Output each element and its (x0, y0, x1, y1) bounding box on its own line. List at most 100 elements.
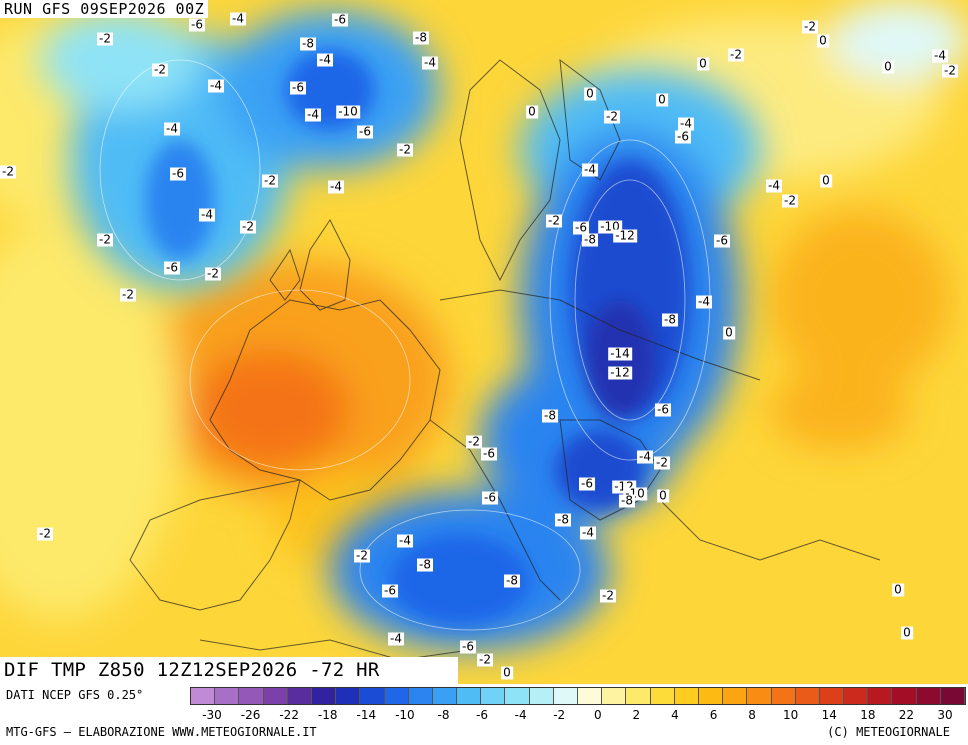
scale-tick-label: -26 (240, 708, 261, 722)
contour-label: -4 (305, 107, 321, 122)
scale-tick-label: -18 (317, 708, 338, 722)
scale-tick-label: -10 (395, 708, 415, 722)
contour-label: 0 (584, 86, 596, 101)
color-swatch (311, 688, 337, 704)
contour-label: 0 (820, 173, 832, 188)
contour-label: -8 (555, 512, 571, 527)
contour-label: -4 (328, 179, 344, 194)
color-swatch (844, 688, 869, 704)
contour-label: -4 (932, 48, 948, 63)
contour-label: -2 (0, 164, 16, 179)
color-swatch (650, 688, 675, 704)
color-swatch (819, 688, 845, 704)
color-swatch (698, 688, 724, 704)
contour-label: -2 (654, 455, 670, 470)
color-swatch (360, 688, 385, 704)
scale-tick-label: 10 (783, 708, 799, 722)
color-swatch (287, 688, 312, 704)
color-swatch (481, 688, 506, 704)
contour-label: -8 (542, 408, 558, 423)
contour-label: -4 (388, 631, 404, 646)
contour-label: -12 (608, 365, 632, 380)
contour-label: -12 (613, 228, 637, 243)
contour-label: 0 (656, 92, 668, 107)
run-title: RUN GFS 09SEP2026 00Z (0, 0, 209, 18)
color-swatch (578, 688, 603, 704)
contour-label: -4 (199, 207, 215, 222)
color-swatch (553, 688, 578, 704)
contour-label: -10 (336, 104, 360, 119)
credit-right: (C) METEOGIORNALE (827, 725, 950, 739)
scale-tick-label: 2 (632, 708, 641, 722)
scale-tick-label: -8 (437, 708, 450, 722)
contour-label: -4 (766, 178, 782, 193)
contour-label: -6 (290, 80, 306, 95)
contour-label: 0 (817, 33, 829, 48)
contour-label: -8 (582, 232, 598, 247)
contour-label: -6 (675, 129, 691, 144)
color-swatch (215, 688, 240, 704)
contour-label: -2 (120, 287, 136, 302)
contour-label: -6 (164, 260, 180, 275)
color-swatch (336, 688, 361, 704)
scale-tick-label: 4 (671, 708, 679, 722)
contour-label: -6 (332, 12, 348, 27)
contour-label: -6 (481, 446, 497, 461)
contour-label: -8 (619, 493, 635, 508)
contour-label: 0 (901, 625, 913, 640)
contour-label: -4 (317, 52, 333, 67)
scale-tick-label: 18 (860, 708, 876, 722)
contour-label: -6 (482, 490, 498, 505)
color-swatch (432, 688, 458, 704)
contour-label: -6 (579, 476, 595, 491)
contour-label: -2 (205, 266, 221, 281)
data-source: DATI NCEP GFS 0.25° (6, 688, 144, 702)
contour-label: -6 (357, 124, 373, 139)
color-swatch (674, 688, 699, 704)
contour-label: 0 (697, 56, 709, 71)
scale-tick-label: 22 (898, 708, 915, 722)
color-swatch (408, 688, 433, 704)
contour-label: -6 (170, 166, 186, 181)
contour-label: -2 (604, 109, 620, 124)
scale-tick-label: -14 (356, 708, 377, 722)
contour-label: 0 (892, 582, 904, 597)
contour-label: -2 (477, 652, 493, 667)
color-swatch (916, 688, 941, 704)
contour-label: -2 (262, 173, 278, 188)
color-scale-ticks: -30 -26 -22 -18 -14 -10 -8 -6 -4 -2 0 2 4 6 8 10 14 18 22 3… (190, 708, 966, 722)
contour-label: -4 (208, 78, 224, 93)
contour-label: -8 (504, 573, 520, 588)
contour-label: -4 (164, 121, 180, 136)
contour-label: -6 (460, 639, 476, 654)
contour-label: -8 (413, 30, 429, 45)
contour-label: 0 (526, 104, 538, 119)
scale-tick-label: 14 (821, 708, 837, 722)
contour-label: -2 (97, 31, 113, 46)
temperature-anomaly-map (0, 0, 968, 684)
color-swatch (892, 688, 917, 704)
contour-label: -4 (580, 525, 596, 540)
contour-label: -2 (240, 219, 256, 234)
color-swatch (457, 688, 482, 704)
credit-left: MTG-GFS — ELABORAZIONE WWW.METEOGIORNALE… (6, 725, 317, 739)
contour-label: -2 (37, 526, 53, 541)
scale-tick-label: -4 (514, 708, 527, 722)
contour-label: -4 (696, 294, 712, 309)
contour-label: -2 (354, 548, 370, 563)
color-swatch (626, 688, 651, 704)
contour-label: -4 (422, 55, 438, 70)
contour-label: -4 (678, 116, 694, 131)
forecast-title: DIF TMP Z850 12Z12SEP2026 -72 HR (0, 657, 458, 684)
contour-label: -8 (417, 557, 433, 572)
color-swatch (940, 688, 965, 704)
scale-tick-label: 6 (709, 708, 718, 722)
contour-label: -2 (546, 213, 562, 228)
color-swatch (505, 688, 530, 704)
contour-label: -4 (582, 162, 598, 177)
color-swatch (263, 688, 288, 704)
contour-label: -6 (382, 583, 398, 598)
color-scale-bar (190, 687, 966, 705)
contour-label: 0 (657, 488, 669, 503)
color-swatch (747, 688, 772, 704)
